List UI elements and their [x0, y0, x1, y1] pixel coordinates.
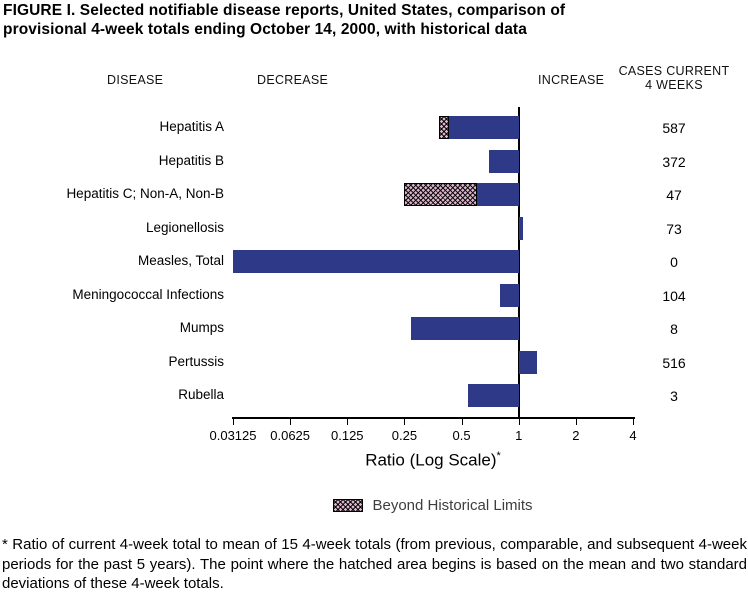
axis-tick — [347, 419, 349, 425]
ratio-bar — [518, 216, 523, 240]
row-cases: 0 — [670, 254, 678, 270]
row-label: Hepatitis A — [159, 119, 224, 134]
axis-tick-label: 0.03125 — [209, 428, 257, 443]
row-cases: 372 — [662, 153, 686, 170]
axis-tick-label: 0.25 — [391, 428, 418, 443]
row-label: Rubella — [178, 387, 224, 402]
row-label: Pertussis — [168, 353, 224, 369]
column-header-cases-line1: CASES CURRENT — [618, 64, 730, 78]
row-label: Mumps — [179, 320, 224, 335]
axis-tick-label: 2 — [572, 428, 580, 443]
axis-tick — [404, 419, 406, 425]
row-cases: 73 — [666, 220, 682, 237]
row-cases: 587 — [662, 120, 686, 136]
column-header-disease: DISEASE — [107, 73, 164, 87]
legend-hatch-swatch — [333, 499, 364, 512]
row-cases: 3 — [670, 388, 678, 404]
axis-tick-label: 4 — [629, 428, 637, 443]
baseline-line — [517, 107, 520, 417]
legend: Beyond Historical Limits — [233, 497, 633, 514]
x-axis-line — [232, 417, 635, 419]
ratio-bar — [489, 149, 519, 173]
ratio-bar — [449, 116, 519, 139]
x-axis-label-text: Ratio (Log Scale) — [365, 450, 497, 470]
ratio-bar — [518, 350, 538, 374]
axis-tick-label: 0.0625 — [270, 428, 311, 443]
ratio-bar — [410, 317, 519, 340]
axis-tick-label: 0.125 — [331, 428, 364, 443]
row-cases: 104 — [662, 287, 686, 304]
column-header-cases: CASES CURRENT 4 WEEKS — [604, 64, 744, 92]
row-label: Meningococcal Infections — [72, 286, 224, 302]
axis-tick-label: 1 — [515, 428, 523, 443]
ratio-bar — [500, 283, 519, 307]
legend-label: Beyond Historical Limits — [372, 497, 533, 514]
column-header-decrease: DECREASE — [257, 73, 329, 87]
axis-tick — [233, 419, 234, 425]
figure-title: FIGURE I. Selected notifiable disease re… — [3, 2, 566, 38]
axis-tick — [518, 419, 520, 425]
ratio-bar — [233, 250, 519, 273]
x-axis-label: Ratio (Log Scale)* — [233, 450, 633, 471]
row-cases: 8 — [670, 321, 678, 337]
row-cases: 47 — [666, 187, 682, 203]
footnote: * Ratio of current 4-week total to mean … — [2, 536, 747, 592]
ratio-bar — [476, 183, 519, 206]
beyond-limit-bar — [404, 183, 477, 206]
row-label: Legionellosis — [145, 219, 224, 235]
row-label: Hepatitis C; Non-A, Non-B — [66, 186, 224, 201]
column-header-cases-line2: 4 WEEKS — [645, 78, 703, 92]
ratio-bar — [467, 384, 519, 407]
column-header-increase: INCREASE — [538, 73, 605, 87]
axis-tick-label: 0.5 — [452, 428, 471, 443]
axis-tick — [290, 419, 292, 425]
beyond-limit-bar — [438, 116, 450, 139]
row-cases: 516 — [662, 354, 686, 371]
axis-tick — [461, 419, 463, 425]
x-axis-label-asterisk: * — [496, 450, 501, 462]
row-label: Hepatitis B — [158, 152, 224, 168]
row-label: Measles, Total — [137, 253, 224, 268]
axis-tick — [633, 419, 634, 425]
axis-tick — [575, 419, 577, 425]
